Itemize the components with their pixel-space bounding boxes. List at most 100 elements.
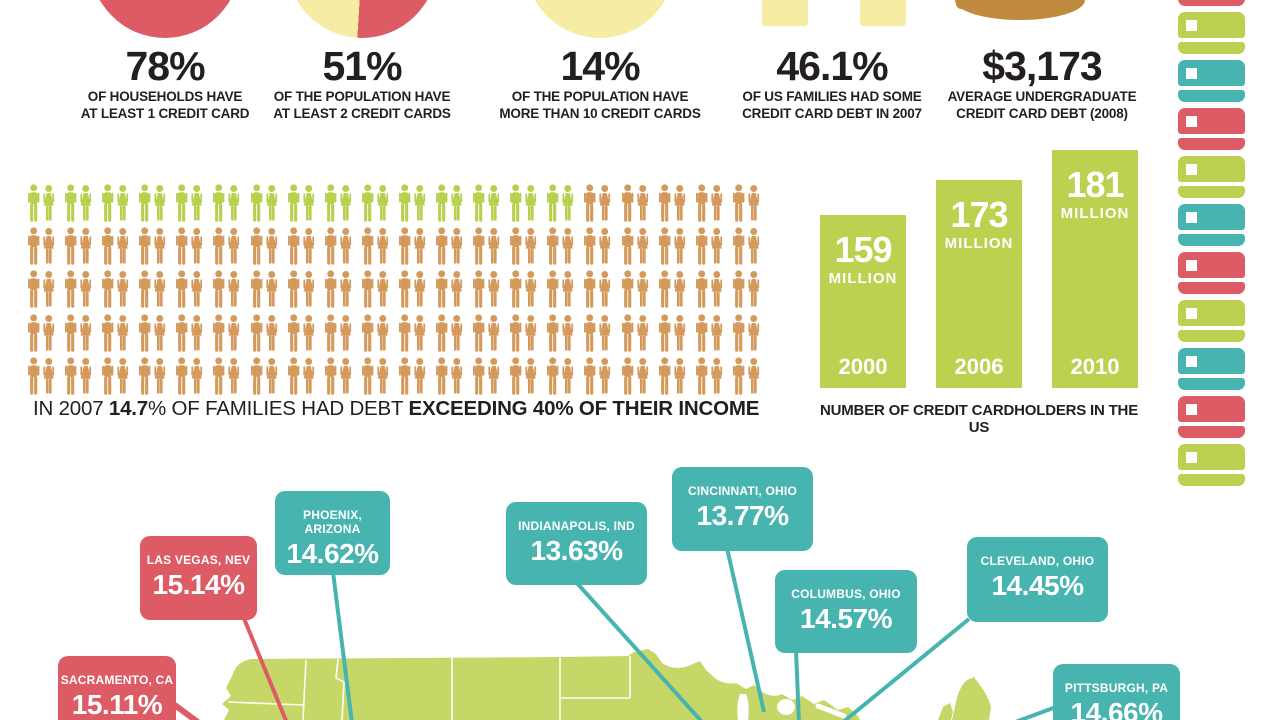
credit-card-stripe [1178, 282, 1245, 294]
lake-huron [777, 699, 795, 715]
bar-year-label: 2006 [954, 354, 1004, 379]
credit-card-icon [1178, 252, 1245, 294]
callout-sacramento-ca: SACRAMENTO, CA 15.11% [58, 656, 176, 720]
credit-card-stripe [1178, 138, 1245, 150]
lake-michigan [737, 694, 749, 720]
callout-value-label: 14.45% [991, 570, 1084, 601]
bar: 181 MILLION 2010 [1052, 150, 1138, 388]
pictogram-caption-segment: 14.7 [108, 397, 149, 420]
credit-card-body [1178, 444, 1245, 470]
bar-unit-label: MILLION [1060, 205, 1130, 222]
credit-card-icon [1178, 60, 1245, 102]
stat-column: 14% OF THE POPULATION HAVE MORE THAN 10 CR… [490, 44, 710, 122]
credit-card-icon [1178, 300, 1245, 342]
stat-caption-line: OF THE POPULATION HAVE [273, 89, 451, 104]
stat-value: 51% [322, 43, 402, 89]
bar-value: 181 [1066, 164, 1124, 205]
pictogram-caption-segment: IN 2007 [33, 397, 109, 420]
stat-value: $3,173 [982, 43, 1102, 89]
credit-card-icon [1178, 396, 1245, 438]
callout-city-label: CLEVELAND, OHIO [980, 554, 1095, 568]
credit-card-body [1178, 300, 1245, 326]
callout-las-vegas-nev: LAS VEGAS, NEV 15.14% [140, 536, 257, 620]
stat-caption-line: CREDIT CARD DEBT IN 2007 [742, 106, 922, 121]
credit-card-chip [1186, 404, 1197, 415]
credit-card-body [1178, 12, 1245, 38]
callout-cincinnati-ohio: CINCINNATI, OHIO 13.77% [672, 467, 813, 551]
new-hampshire-shape [938, 703, 953, 720]
credit-card-chip [1186, 212, 1197, 223]
callout-columbus-ohio: COLUMBUS, OHIO 14.57% [775, 570, 917, 653]
credit-card-stripe [1178, 90, 1245, 102]
bar: 159 MILLION 2000 [820, 215, 906, 388]
callout-value-label: 15.11% [71, 689, 163, 720]
credit-card-icon [1178, 156, 1245, 198]
bar-value: 173 [950, 194, 1008, 235]
credit-card-body [1178, 252, 1245, 278]
callout-pointer-line [842, 617, 971, 720]
credit-card-chip [1186, 260, 1197, 271]
callout-city-label: LAS VEGAS, NEV [146, 553, 251, 567]
money-bag-knot-icon [956, 0, 967, 9]
credit-card-body [1178, 108, 1245, 134]
bar-unit-label: MILLION [944, 235, 1014, 252]
bar-year-label: 2000 [838, 354, 888, 379]
stat-column: 46.1% OF US FAMILIES HAD SOME CREDIT CARD … [722, 44, 942, 122]
percent-icon-right-block [860, 0, 906, 26]
callout-pointer-line [1015, 705, 1057, 720]
bar-chart-caption: NUMBER OF CREDIT CARDHOLDERS IN THE US [820, 402, 1138, 436]
callout-pittsburgh-pa: PITTSBURGH, PA 14.66% [1053, 664, 1180, 720]
credit-card-icon [1178, 108, 1245, 150]
map-landmass [222, 649, 860, 720]
stat-value: 14% [560, 43, 640, 89]
bar: 173 MILLION 2006 [936, 180, 1022, 388]
stat-caption-line: AVERAGE UNDERGRADUATE [947, 89, 1137, 104]
credit-card-body [1178, 156, 1245, 182]
bar-unit-label: MILLION [828, 270, 898, 287]
callout-city-label: COLUMBUS, OHIO [791, 587, 901, 601]
callout-indianapolis-ind: INDIANAPOLIS, IND 13.63% [506, 502, 647, 585]
maine-shape [952, 677, 991, 720]
callout-pointer-line [331, 571, 354, 720]
stat-column: 78% OF HOUSEHOLDS HAVE AT LEAST 1 CREDIT C… [55, 44, 275, 122]
callout-city-label: CINCINNATI, OHIO [688, 484, 797, 498]
credit-card-icon [1178, 204, 1245, 246]
stat-caption-line: CREDIT CARD DEBT (2008) [956, 106, 1128, 121]
credit-card-body [1178, 348, 1245, 374]
credit-card-body [1178, 396, 1245, 422]
callout-pointer-line [574, 580, 703, 720]
callout-city-label: INDIANAPOLIS, IND [518, 519, 635, 533]
credit-card-stripe [1178, 474, 1245, 486]
callout-phoenix-arizona: PHOENIX, ARIZONA 14.62% [275, 491, 390, 575]
credit-card-chip [1186, 164, 1197, 175]
stat-column: 51% OF THE POPULATION HAVE AT LEAST 2 CRED… [252, 44, 472, 122]
stat-caption-line: MORE THAN 10 CREDIT CARDS [499, 106, 701, 121]
lake-erie [815, 703, 847, 719]
percent-icon-left-block [762, 0, 808, 26]
stat-caption-line: AT LEAST 1 CREDIT CARD [80, 106, 250, 121]
stat-caption-line: OF THE POPULATION HAVE [511, 89, 689, 104]
pictogram-caption-segment: EXCEEDING 40% OF THEIR INCOME [408, 397, 760, 420]
stat-column: $3,173 AVERAGE UNDERGRADUATE CREDIT CARD D… [932, 44, 1152, 122]
credit-card-chip [1186, 452, 1197, 463]
bar-value: 159 [834, 229, 892, 270]
callout-cleveland-ohio: CLEVELAND, OHIO 14.45% [967, 537, 1108, 622]
credit-card-stripe [1178, 234, 1245, 246]
credit-card-chip [1186, 308, 1197, 319]
state-borders [227, 656, 631, 720]
credit-card-body [1178, 60, 1245, 86]
credit-card-strip [1178, 0, 1245, 492]
money-bag-icon [955, 0, 1085, 20]
credit-card-chip [1186, 20, 1197, 31]
callout-value-label: 13.77% [696, 500, 789, 531]
credit-card-stripe [1178, 42, 1245, 54]
pictogram-caption: IN 2007 14.7% OF FAMILIES HAD DEBT EXCEE… [33, 397, 759, 421]
credit-card-chip [1186, 116, 1197, 127]
callout-city-label: PHOENIX, ARIZONA [303, 508, 362, 536]
callout-value-label: 13.63% [530, 535, 623, 566]
callout-pointer-line [725, 547, 766, 713]
credit-card-icon [1178, 444, 1245, 486]
credit-card-chip [1186, 68, 1197, 79]
